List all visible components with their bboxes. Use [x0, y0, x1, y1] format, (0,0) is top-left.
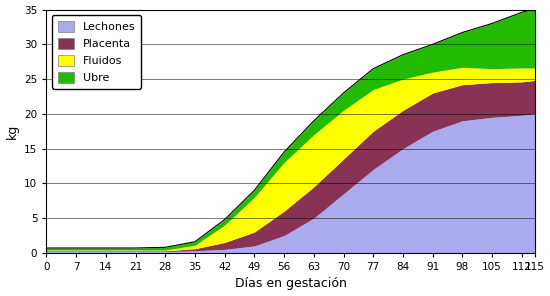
- Legend: Lechones, Placenta, Fluidos, Ubre: Lechones, Placenta, Fluidos, Ubre: [52, 15, 141, 89]
- X-axis label: Días en gestación: Días en gestación: [234, 277, 346, 290]
- Y-axis label: kg: kg: [6, 124, 19, 139]
